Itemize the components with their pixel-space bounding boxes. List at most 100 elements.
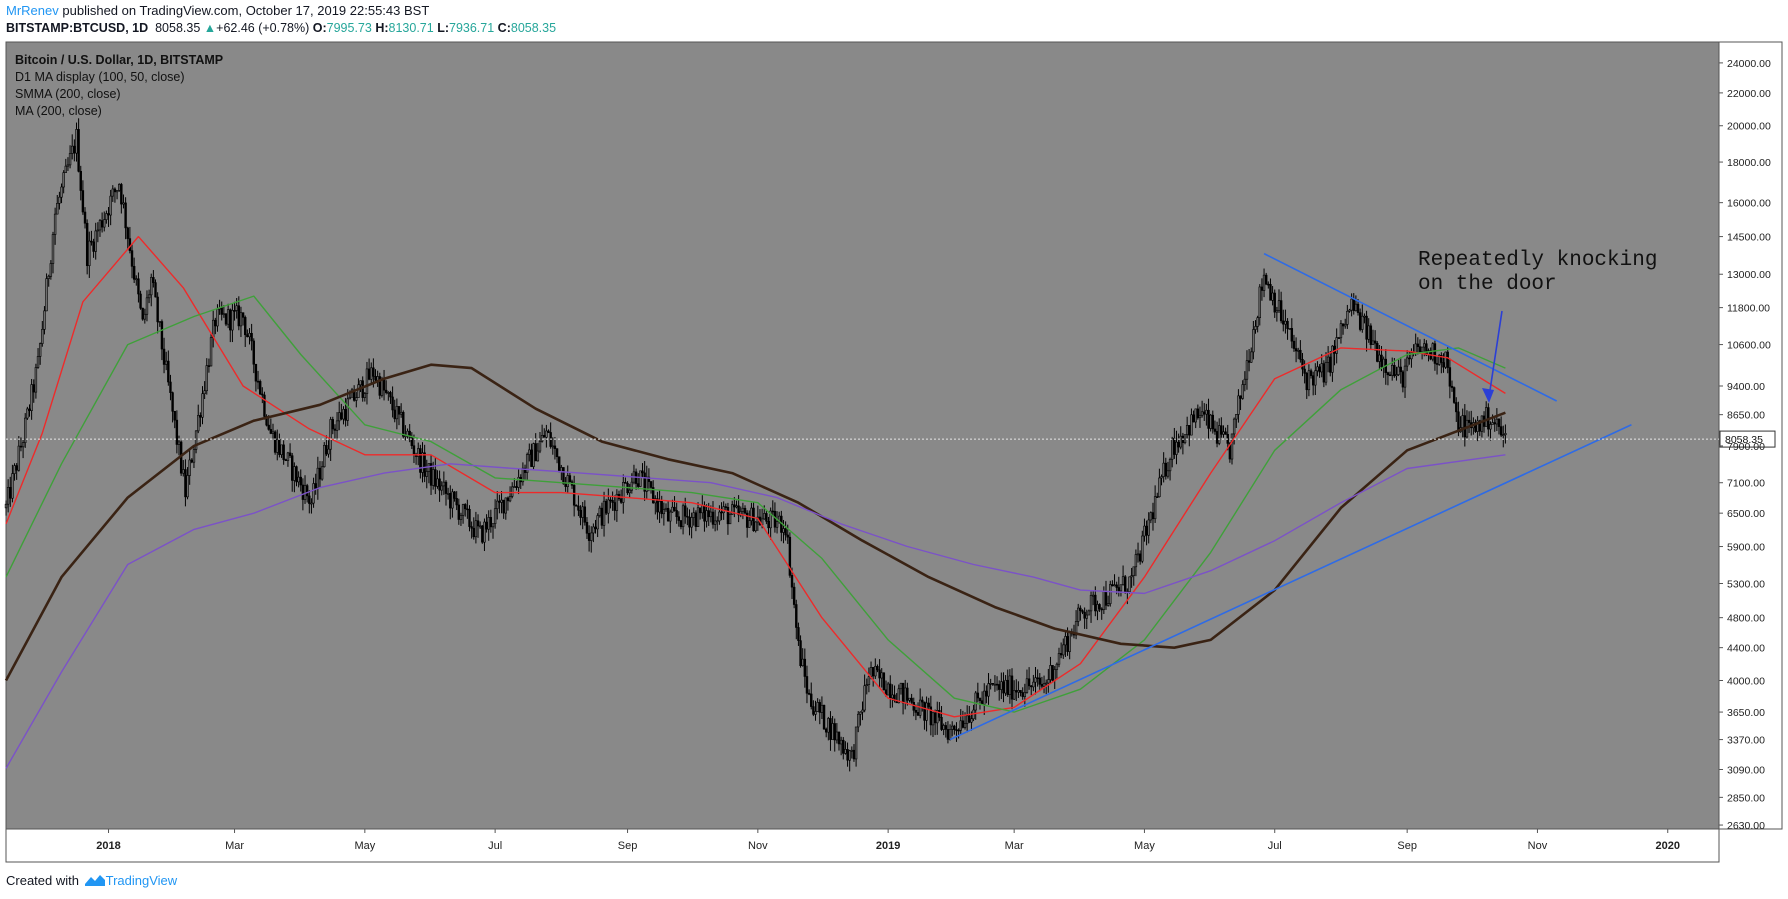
candle-body	[1435, 363, 1439, 365]
open-value: 7995.73	[326, 21, 372, 35]
candle-body	[1376, 342, 1379, 362]
candle-body	[767, 520, 770, 529]
plot-area[interactable]	[5, 41, 1720, 830]
candle-body	[521, 467, 525, 483]
candle-body	[173, 410, 176, 421]
candle-body	[1010, 675, 1014, 700]
candle-body	[641, 470, 644, 474]
candle-body	[293, 466, 296, 481]
candle-body	[320, 466, 324, 480]
candle-body	[525, 454, 529, 473]
candle-body	[1416, 343, 1420, 347]
candle-body	[474, 520, 478, 538]
candle-body	[491, 523, 495, 528]
candle-body	[248, 332, 251, 338]
candle-body	[1444, 351, 1447, 368]
candle-body	[698, 507, 702, 514]
candle-body	[673, 506, 676, 511]
candle-body	[246, 334, 249, 338]
candle-body	[686, 515, 689, 518]
candle-body	[1015, 690, 1018, 693]
candle-body	[1294, 348, 1298, 352]
candle-body	[487, 517, 490, 530]
candle-body	[613, 502, 616, 511]
tradingview-link[interactable]: TradingView	[105, 873, 178, 888]
candle-body	[1177, 441, 1180, 448]
candle-body	[1175, 441, 1178, 455]
candle-body	[1032, 681, 1035, 688]
candle-body	[350, 389, 354, 398]
candle-body	[323, 445, 326, 468]
candle-body	[340, 412, 343, 420]
candle-body	[850, 749, 854, 752]
candle-body	[1025, 678, 1029, 693]
candle-body	[1021, 692, 1024, 697]
x-tick-label: Sep	[1397, 840, 1417, 852]
candle-body	[485, 521, 488, 530]
candle-body	[805, 676, 809, 694]
candle-body	[1091, 594, 1095, 597]
candle-body	[1497, 418, 1501, 427]
candle-body	[611, 500, 614, 503]
candle-body	[464, 504, 467, 510]
y-tick-label: 2630.00	[1727, 820, 1765, 832]
resistance-trendline[interactable]	[1263, 252, 1558, 402]
candle-body	[498, 500, 501, 503]
candle-body	[1371, 340, 1375, 345]
candle-body	[688, 516, 691, 528]
candle-body	[387, 392, 390, 394]
candle-body	[1273, 292, 1276, 313]
candle-body	[745, 512, 749, 528]
candle-body	[677, 516, 681, 521]
support-trendline[interactable]	[949, 424, 1632, 741]
candle-body	[1211, 414, 1214, 430]
candle-body	[577, 505, 580, 511]
candle-body	[951, 725, 954, 730]
candle-body	[1220, 425, 1223, 435]
candle-body	[367, 368, 371, 380]
candle-body	[560, 467, 563, 472]
candle-body	[583, 506, 587, 523]
candle-body	[1085, 614, 1088, 619]
candle-body	[1256, 317, 1259, 327]
candle-body	[1305, 373, 1308, 391]
candle-body	[216, 308, 219, 327]
candle-body	[707, 510, 710, 518]
candle-body	[515, 486, 518, 488]
candle-body	[899, 682, 903, 690]
candle-body	[316, 467, 320, 489]
candle-body	[446, 493, 450, 495]
candle-body	[139, 293, 142, 309]
candle-body	[991, 683, 994, 685]
candle-body	[502, 499, 505, 514]
candle-body	[989, 683, 992, 685]
candle-body	[790, 575, 794, 588]
candle-body	[297, 476, 300, 483]
candle-body	[331, 419, 334, 430]
publish-info: MrRenev published on TradingView.com, Oc…	[6, 3, 429, 18]
candle-body	[75, 129, 78, 154]
candle-body	[604, 500, 608, 514]
ohlc-summary: BITSTAMP:BTCUSD, 1D 8058.35 ▲+62.46 (+0.…	[6, 21, 556, 35]
candle-body	[355, 397, 358, 401]
candle-body	[376, 376, 379, 381]
candle-body	[333, 428, 337, 431]
candle-body	[553, 445, 557, 449]
author-link[interactable]: MrRenev	[6, 3, 59, 18]
candle-body	[985, 690, 988, 697]
time-axis[interactable]	[5, 828, 1720, 863]
candle-body	[9, 487, 12, 499]
candle-body	[619, 498, 623, 503]
candle-body	[1455, 402, 1458, 413]
candle-body	[558, 456, 561, 472]
candle-body	[436, 478, 439, 487]
candle-body	[1113, 584, 1116, 587]
candle-body	[370, 367, 373, 380]
candle-body	[378, 376, 381, 396]
candle-body	[1326, 356, 1330, 363]
candle-body	[1044, 682, 1048, 685]
candle-body	[1209, 414, 1212, 429]
candle-body	[1344, 324, 1347, 327]
